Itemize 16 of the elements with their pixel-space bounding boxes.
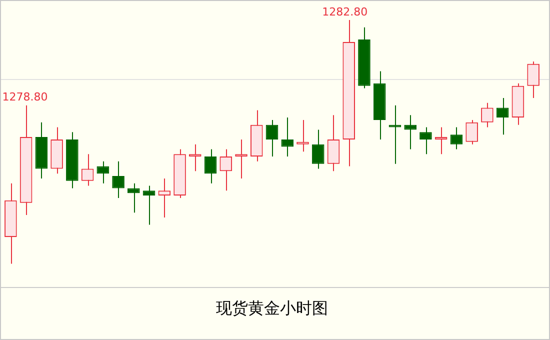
candlestick	[235, 138, 248, 179]
candlestick	[128, 182, 140, 214]
candlestick	[420, 126, 432, 155]
text: 现货黄金小时图	[216, 298, 328, 318]
annotation: 1278.80	[2, 90, 48, 104]
candlestick	[188, 144, 202, 172]
candlestick	[296, 119, 309, 152]
candlestick	[388, 104, 402, 164]
candlestick	[527, 60, 540, 99]
candlestick	[434, 126, 448, 155]
candlestick	[158, 178, 171, 218]
annotation: 1282.80	[322, 5, 368, 18]
candlestick	[142, 185, 156, 226]
candlestick	[327, 114, 340, 172]
candlestick	[96, 160, 110, 184]
candlestick	[281, 117, 294, 158]
